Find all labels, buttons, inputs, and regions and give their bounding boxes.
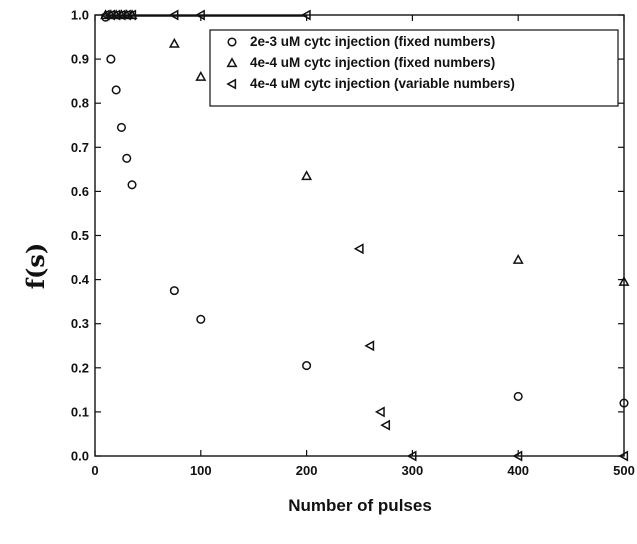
data-point-series-1 <box>127 180 137 190</box>
data-point-series-1 <box>106 54 116 64</box>
data-point-series-3 <box>168 9 179 21</box>
data-point-series-3 <box>374 406 385 418</box>
y-axis-label: f(s) <box>21 243 50 290</box>
data-point-series-3 <box>380 419 391 431</box>
y-tick-label: 0.2 <box>71 360 89 375</box>
y-tick-label: 0.5 <box>71 228 89 243</box>
data-point-series-2 <box>618 276 630 286</box>
data-point-series-3 <box>300 9 311 21</box>
data-point-series-1 <box>122 153 132 163</box>
legend-box <box>209 29 619 107</box>
data-point-series-1 <box>196 314 206 324</box>
legend-marker <box>226 57 238 68</box>
data-point-series-3 <box>364 340 375 352</box>
data-point-series-1 <box>169 286 179 296</box>
legend-entry: 4e-4 uM cytc injection (variable numbers… <box>250 76 515 91</box>
data-point-series-3 <box>618 450 629 462</box>
data-point-series-1 <box>111 85 121 95</box>
x-tick-label: 500 <box>613 463 635 478</box>
y-tick-label: 0.9 <box>71 52 89 67</box>
x-axis-label: Number of pulses <box>288 496 432 515</box>
legend-entry: 2e-3 uM cytc injection (fixed numbers) <box>250 34 495 49</box>
data-point-series-2 <box>195 70 207 81</box>
y-tick-label: 0.0 <box>71 449 89 464</box>
x-tick-label: 200 <box>296 463 318 478</box>
data-point-series-3 <box>115 9 126 21</box>
y-tick-label: 0.8 <box>71 96 89 111</box>
y-tick-label: 0.7 <box>71 140 89 155</box>
y-tick-label: 0.1 <box>71 404 89 419</box>
x-tick-label: 300 <box>402 463 424 478</box>
data-point-series-1 <box>302 361 312 371</box>
data-point-series-3 <box>126 9 137 21</box>
data-point-series-1 <box>619 398 629 408</box>
data-point-series-2 <box>168 37 180 48</box>
data-point-series-2 <box>512 254 524 264</box>
x-tick-label: 400 <box>507 463 529 478</box>
data-point-series-3 <box>99 9 110 21</box>
data-point-series-3 <box>353 243 364 255</box>
y-tick-label: 0.4 <box>71 272 90 287</box>
legend: 2e-3 uM cytc injection (fixed numbers) 4e… <box>209 29 619 107</box>
legend-entry: 4e-4 uM cytc injection (fixed numbers) <box>250 55 495 70</box>
y-tick-label: 0.6 <box>71 184 89 199</box>
data-point-series-3 <box>406 450 417 462</box>
legend-marker <box>226 78 237 90</box>
data-point-series-1 <box>513 391 523 402</box>
data-point-series-3 <box>512 450 523 462</box>
legend-marker <box>227 37 237 47</box>
data-point-series-2 <box>301 170 313 181</box>
data-point-series-3 <box>195 9 205 21</box>
y-tick-label: 0.3 <box>71 316 89 331</box>
data-point-series-3 <box>105 9 115 21</box>
data-point-series-3 <box>120 9 131 21</box>
x-tick-label: 0 <box>91 463 98 478</box>
data-point-series-1 <box>116 122 126 133</box>
data-point-series-3 <box>110 9 121 21</box>
y-tick-label: 1.0 <box>71 8 89 23</box>
data-points <box>99 9 630 462</box>
x-tick-label: 100 <box>190 463 212 478</box>
axes: 0 100 200 300 400 500 0.0 0.1 0.2 0.3 0.4 0.5 0.6 0.7… <box>71 8 635 479</box>
